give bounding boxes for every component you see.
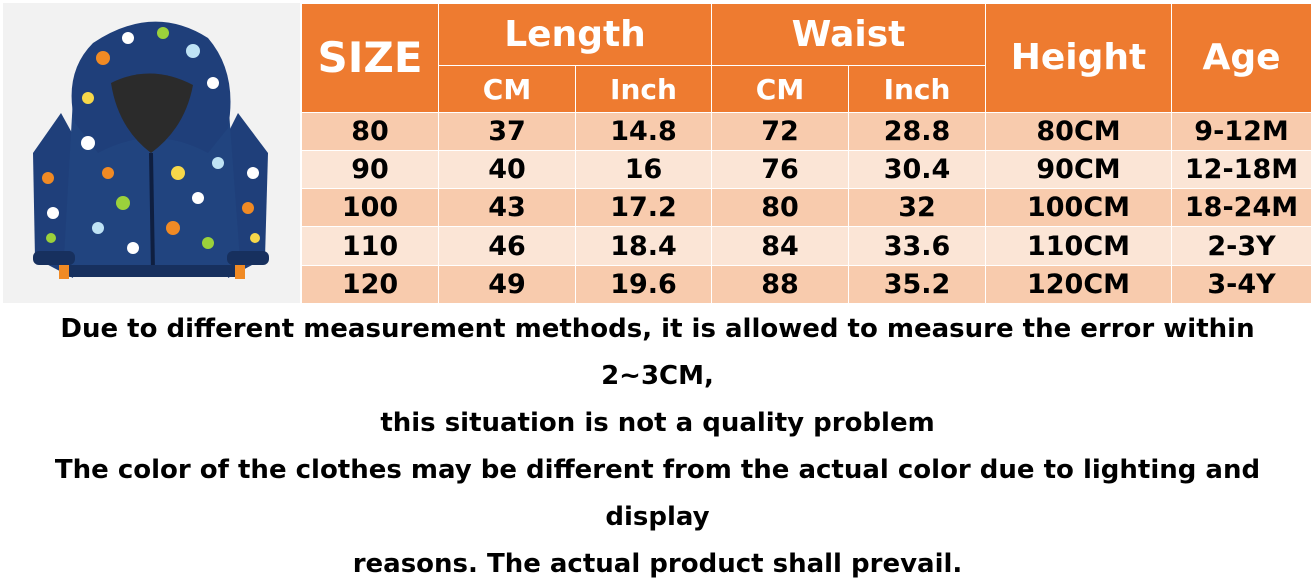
cell-waist-inch: 33.6 — [847, 226, 987, 266]
cell-age: 2-3Y — [1171, 226, 1313, 266]
header-waist: Waist — [710, 2, 987, 67]
cell-waist-cm: 84 — [711, 226, 849, 266]
product-image — [3, 3, 300, 303]
cell-length-cm: 49 — [438, 264, 576, 305]
note-color-line2: reasons. The actual product shall prevai… — [352, 549, 963, 579]
cell-height: 120CM — [985, 264, 1173, 305]
cell-length-inch: 18.4 — [575, 226, 712, 266]
header-row-top: SIZE Length Waist Height Age — [301, 2, 1313, 113]
cell-age: 18-24M — [1171, 188, 1313, 228]
cell-age: 9-12M — [1171, 111, 1313, 151]
jacket-illustration — [3, 3, 300, 303]
cell-length-cm: 40 — [438, 149, 576, 190]
cell-waist-cm: 80 — [711, 188, 849, 228]
cell-height: 90CM — [985, 149, 1173, 190]
header-height: Height — [985, 3, 1173, 113]
cell-length-cm: 37 — [438, 111, 576, 151]
note-measurement-line1: Due to different measurement methods, it… — [60, 314, 1255, 391]
cell-height: 80CM — [985, 111, 1173, 151]
cell-size: 80 — [301, 111, 439, 151]
cell-size: 100 — [301, 188, 439, 228]
cell-waist-inch: 35.2 — [847, 264, 987, 305]
cell-waist-cm: 88 — [711, 264, 849, 305]
table-row: 100 43 17.2 80 32 100CM 18-24M — [301, 188, 1313, 228]
table-row: 110 46 18.4 84 33.6 110CM 2-3Y — [301, 226, 1313, 266]
cell-waist-inch: 30.4 — [847, 149, 987, 190]
cell-height: 110CM — [985, 226, 1173, 266]
cell-waist-inch: 32 — [847, 188, 987, 228]
cell-waist-cm: 76 — [711, 149, 849, 190]
table-row: 120 49 19.6 88 35.2 120CM 3-4Y — [301, 264, 1313, 305]
header-row-sub: CM Inch CM Inch — [302, 65, 1312, 113]
header-length-cm: CM — [438, 65, 576, 113]
note-measurement-line2: this situation is not a quality problem — [380, 408, 935, 438]
notes-block: Due to different measurement methods, it… — [0, 306, 1315, 588]
cell-length-cm: 46 — [438, 226, 576, 266]
cell-length-inch: 17.2 — [575, 188, 712, 228]
cell-size: 120 — [301, 264, 439, 305]
table-row: 90 40 16 76 30.4 90CM 12-18M — [301, 149, 1313, 190]
note-color-line1: The color of the clothes may be differen… — [54, 455, 1261, 532]
header-waist-inch: Inch — [847, 65, 987, 113]
cell-size: 110 — [301, 226, 439, 266]
cell-waist-inch: 28.8 — [847, 111, 987, 151]
cell-length-inch: 19.6 — [575, 264, 712, 305]
cell-age: 3-4Y — [1171, 264, 1313, 305]
cell-length-inch: 16 — [575, 149, 712, 190]
header-length: Length — [438, 2, 712, 67]
cell-age: 12-18M — [1171, 149, 1313, 190]
header-waist-cm: CM — [711, 65, 849, 113]
cell-length-inch: 14.8 — [575, 111, 712, 151]
header-size: SIZE — [301, 3, 439, 113]
cell-size: 90 — [301, 149, 439, 190]
cell-length-cm: 43 — [438, 188, 576, 228]
cell-waist-cm: 72 — [711, 111, 849, 151]
table-row: 80 37 14.8 72 28.8 80CM 9-12M — [301, 111, 1313, 151]
header-age: Age — [1171, 3, 1313, 113]
size-chart-table: SIZE Length Waist Height Age CM Inch CM … — [301, 2, 1313, 305]
cell-height: 100CM — [985, 188, 1173, 228]
header-length-inch: Inch — [575, 65, 712, 113]
